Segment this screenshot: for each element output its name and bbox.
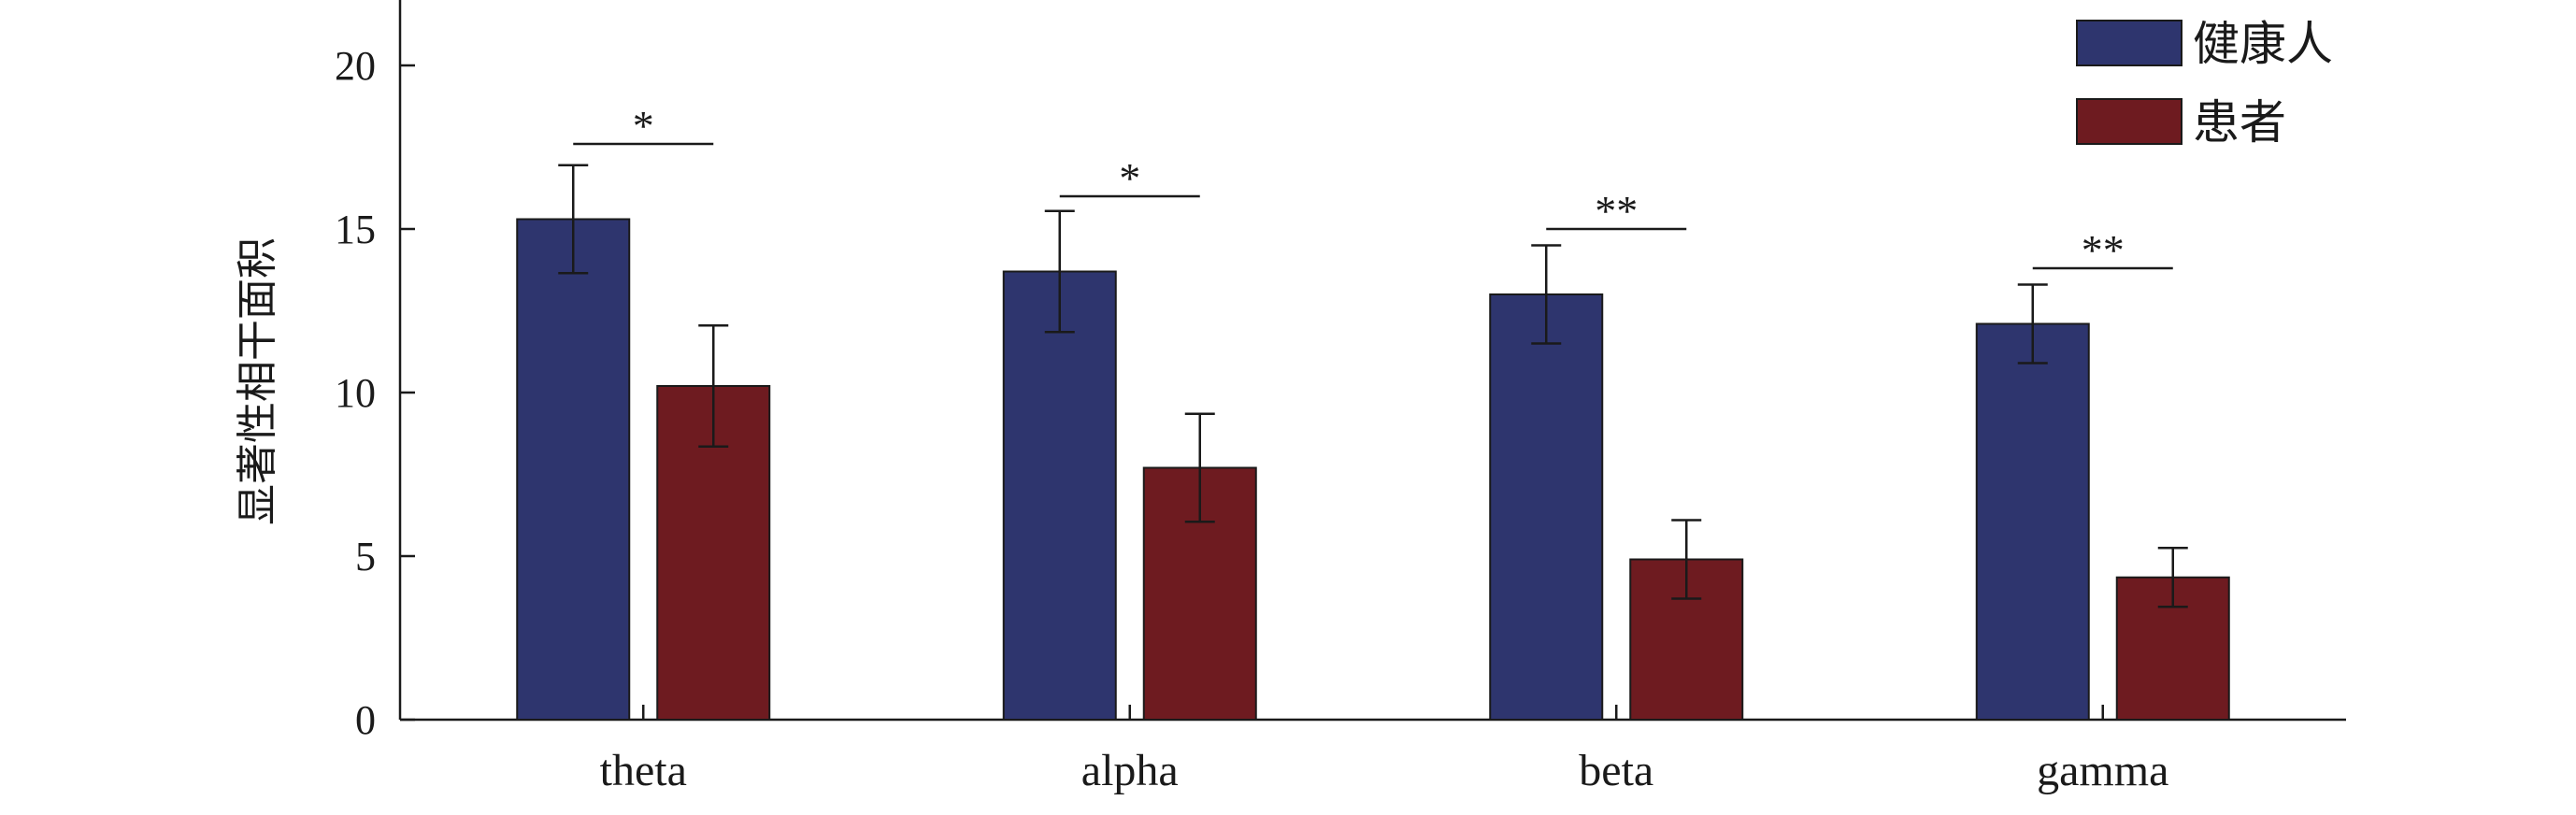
legend-swatch-0: [2076, 20, 2182, 66]
x-tick-label-beta: beta: [1579, 746, 1653, 795]
bar-beta-0: [1489, 293, 1604, 721]
bar-gamma-0: [1975, 322, 2090, 721]
bar-alpha-0: [1002, 270, 1117, 721]
significance-markers: ******: [573, 102, 2173, 274]
legend-label-1: 患者: [2193, 95, 2286, 150]
bar-theta-0: [516, 218, 631, 721]
x-tick-label-theta: theta: [600, 746, 687, 795]
significance-label-theta: *: [633, 102, 654, 150]
y-tick-label: 10: [335, 370, 376, 416]
bars: [516, 218, 2230, 721]
y-tick-label: 15: [335, 207, 376, 252]
x-tick-label-gamma: gamma: [2037, 746, 2168, 795]
significance-label-gamma: **: [2082, 226, 2125, 274]
x-tick-label-alpha: alpha: [1081, 746, 1179, 795]
error-bars: [558, 164, 2188, 608]
legend-label-0: 健康人: [2193, 17, 2333, 71]
y-axis: 0 5 10 15 20: [335, 0, 415, 743]
significance-label-beta: **: [1595, 187, 1638, 235]
y-tick-label: 5: [355, 534, 376, 579]
y-tick-label: 0: [355, 697, 376, 743]
significance-label-alpha: *: [1119, 154, 1140, 202]
legend-swatch-1: [2076, 98, 2182, 145]
y-tick-label: 20: [335, 43, 376, 89]
y-axis-title: 显著性相干面积: [234, 237, 281, 525]
